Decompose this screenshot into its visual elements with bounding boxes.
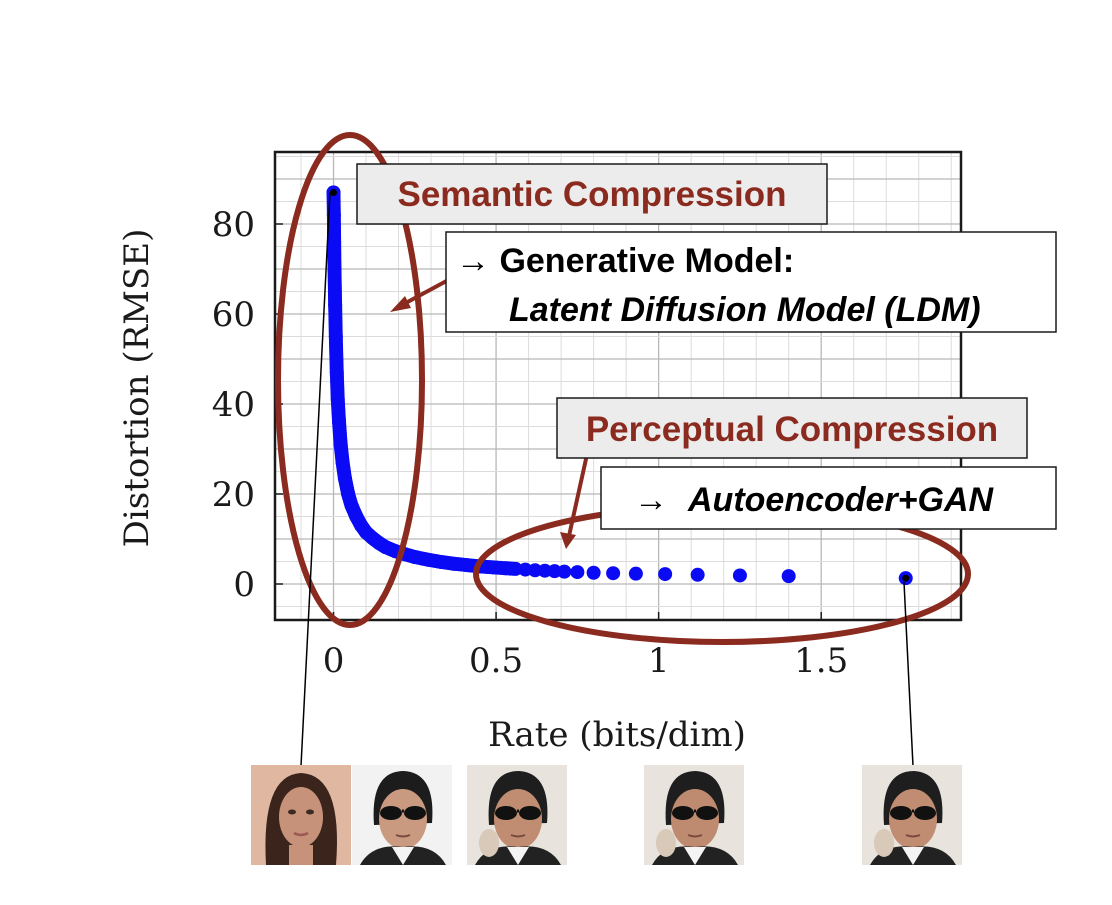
y-axis: 0 20 40 60 80 [212,205,283,605]
data-point [337,471,352,486]
data-point [326,208,341,222]
semantic-region-ellipse [275,132,425,628]
semantic-compression-box: Semantic Compression [356,163,828,225]
data-point [344,498,359,513]
perceptual-compression-title: Perceptual Compression [586,410,998,449]
data-point [586,565,601,580]
data-point [781,569,796,584]
semantic-arrow [390,276,453,312]
leader-line-left [300,191,331,767]
data-point [328,329,343,344]
y-tick-label: 80 [212,205,255,245]
data-point [606,566,621,581]
data-point [628,566,643,581]
autoencoder-gan-box: → Autoencoder+GAN [600,466,1057,530]
autoencoder-gan-text: Autoencoder+GAN [687,481,995,519]
data-point [407,550,422,564]
data-point [690,567,705,582]
face-thumbnail-man-reconstruction-1 [467,765,567,865]
generative-model-text: → Generative Model: [456,242,794,280]
x-axis: 0 0.5 1 1.5 [323,612,848,681]
data-point [433,554,448,569]
x-tick-label: 1 [648,641,670,681]
y-tick-label: 40 [212,385,255,425]
thumbnail-strip [251,765,962,865]
data-point [446,556,461,571]
data-points [326,185,913,586]
data-point [341,487,356,501]
plot-frame [273,150,963,622]
autoencoder-arrow-text: → [634,481,668,519]
x-tick-label: 0 [323,641,345,681]
data-point [459,558,474,573]
data-point [485,560,500,575]
semantic-compression-title: Semantic Compression [398,175,787,214]
x-tick-label: 0.5 [469,641,523,681]
data-point [330,392,345,407]
data-point [327,235,342,249]
y-tick-label: 60 [212,295,255,335]
face-thumbnail-woman [251,765,351,865]
face-thumbnail-man-reconstruction-2 [644,765,744,865]
data-point [332,415,347,429]
data-point [335,455,350,470]
y-tick-label: 20 [212,475,255,515]
data-point [658,567,673,582]
ldm-text: Latent Diffusion Model (LDM) [509,291,981,329]
leader-line-right [903,581,914,767]
generative-model-box: → Generative Model: Latent Diffusion Mod… [445,231,1057,333]
data-point [570,565,585,580]
data-point [732,568,747,583]
data-point [327,262,342,276]
perceptual-arrow [560,449,590,549]
leader-anchor-right [902,574,910,582]
data-point [333,437,348,452]
perceptual-compression-box: Perceptual Compression [556,397,1028,459]
face-thumbnail-man-original [352,765,452,865]
leader-anchor-left [330,189,338,196]
data-point [557,564,572,579]
x-tick-label: 1.5 [794,641,848,681]
data-point [329,365,344,380]
y-axis-label: Distortion (RMSE) [117,229,157,548]
data-point [420,552,435,567]
x-axis-label: Rate (bits/dim) [488,715,746,755]
data-point [328,298,343,312]
face-thumbnail-man-reconstruction-3 [862,765,962,865]
y-tick-label: 0 [233,565,255,605]
